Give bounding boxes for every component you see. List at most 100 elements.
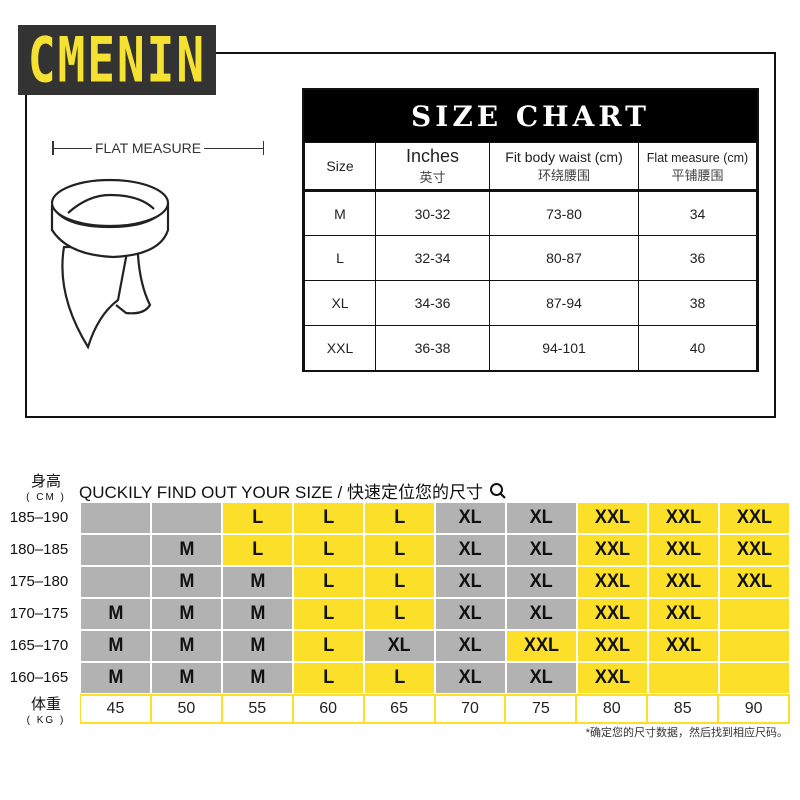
weight-row: 45 50 55 60 65 70 75 80 85 90	[80, 694, 790, 724]
size-cell	[80, 534, 151, 566]
finder-row: 175–180 M M L L XL XL XXL XXL XXL	[10, 566, 790, 598]
size-chart: SIZE CHART Size Inches 英寸 Fit body waist …	[302, 88, 759, 372]
size-cell: XL	[435, 566, 506, 598]
table-cell: 38	[638, 280, 757, 326]
finder-row: 160–165 M M M L L XL XL XXL	[10, 662, 790, 694]
size-finder-grid: 185–190 L L L XL XL XXL XXL XXL 180–185 M L L L XL XL XX…	[10, 502, 790, 724]
size-cell: L	[222, 502, 293, 534]
size-cell: XL	[435, 630, 506, 662]
table-cell: 80-87	[489, 235, 639, 281]
finder-row: 185–190 L L L XL XL XXL XXL XXL	[10, 502, 790, 534]
height-range-label: 165–170	[9, 637, 69, 654]
size-cell: L	[364, 534, 435, 566]
table-row: XXL 36-38 94-101 40	[304, 325, 757, 371]
size-cell: L	[293, 534, 364, 566]
header-size: Size	[304, 142, 376, 192]
table-cell: XL	[304, 280, 376, 326]
size-cell: M	[151, 566, 222, 598]
size-cell: L	[364, 502, 435, 534]
size-cell: XXL	[577, 534, 648, 566]
size-cell: XXL	[577, 662, 648, 694]
height-axis-label: 身高( CM )	[26, 473, 66, 504]
weight-cell: 75	[506, 696, 576, 722]
finder-title-text: QUCKILY FIND OUT YOUR SIZE / 快速定位您的尺寸	[79, 483, 483, 502]
size-cell: L	[293, 502, 364, 534]
table-cell: 34	[638, 190, 757, 236]
size-cell: XL	[435, 534, 506, 566]
table-cell: 36-38	[375, 325, 490, 371]
size-chart-title: SIZE CHART	[411, 99, 650, 133]
weight-cell: 45	[81, 696, 150, 722]
weight-cell: 60	[293, 696, 363, 722]
size-cell: L	[293, 662, 364, 694]
weight-cell: 90	[719, 696, 789, 722]
height-range-label: 160–165	[9, 669, 69, 686]
size-cell	[719, 630, 790, 662]
size-cell: L	[364, 566, 435, 598]
size-cell: XXL	[577, 566, 648, 598]
size-cell	[80, 502, 151, 534]
header-flat-measure: Flat measure (cm) 平铺腰围	[638, 142, 757, 192]
size-cell: L	[222, 534, 293, 566]
height-range-label: 175–180	[9, 573, 69, 590]
size-cell: XL	[506, 534, 577, 566]
size-cell: XL	[506, 598, 577, 630]
size-cell: XXL	[719, 566, 790, 598]
product-illustration	[50, 178, 170, 350]
table-cell: 30-32	[375, 190, 490, 236]
header-inches: Inches 英寸	[375, 142, 490, 192]
size-cell: XL	[435, 598, 506, 630]
size-cell: M	[151, 630, 222, 662]
size-cell	[719, 598, 790, 630]
table-cell: 34-36	[375, 280, 490, 326]
size-cell: XXL	[577, 598, 648, 630]
height-range-label: 185–190	[9, 509, 69, 526]
size-cell	[719, 662, 790, 694]
table-cell: L	[304, 235, 376, 281]
table-row: M 30-32 73-80 34	[304, 190, 757, 236]
size-cell: XL	[435, 662, 506, 694]
footnote: *确定您的尺寸数据，然后找到相应尺码。	[585, 727, 788, 739]
height-range-label: 180–185	[9, 541, 69, 558]
size-cell: XXL	[648, 534, 719, 566]
size-cell: M	[80, 662, 151, 694]
table-cell: 40	[638, 325, 757, 371]
size-cell: XL	[506, 662, 577, 694]
table-cell: 87-94	[489, 280, 639, 326]
table-row: L 32-34 80-87 36	[304, 235, 757, 281]
size-cell: XXL	[648, 598, 719, 630]
size-chart-table: Size Inches 英寸 Fit body waist (cm) 环绕腰围 Fl…	[304, 142, 757, 371]
size-cell: L	[293, 566, 364, 598]
table-header-row: Size Inches 英寸 Fit body waist (cm) 环绕腰围 Fl…	[304, 142, 757, 192]
weight-cell: 50	[151, 696, 221, 722]
size-cell: M	[222, 566, 293, 598]
table-cell: 94-101	[489, 325, 639, 371]
size-cell: XL	[435, 502, 506, 534]
size-cell: M	[151, 662, 222, 694]
size-cell	[151, 502, 222, 534]
size-cell: XXL	[648, 502, 719, 534]
finder-row: 180–185 M L L L XL XL XXL XXL XXL	[10, 534, 790, 566]
size-cell: XL	[506, 566, 577, 598]
flat-measure-label: FLAT MEASURE	[95, 140, 202, 156]
flat-measure-indicator: FLAT MEASURE	[52, 138, 264, 158]
size-cell: M	[151, 534, 222, 566]
size-cell: XXL	[648, 566, 719, 598]
height-range-label: 170–175	[9, 605, 69, 622]
table-cell: XXL	[304, 325, 376, 371]
header-fit-body-waist: Fit body waist (cm) 环绕腰围	[489, 142, 639, 192]
size-cell: L	[293, 598, 364, 630]
size-cell: XL	[364, 630, 435, 662]
logo-text: CMENIN	[27, 23, 207, 97]
size-cell: L	[364, 598, 435, 630]
size-cell: XXL	[719, 534, 790, 566]
size-cell: L	[293, 630, 364, 662]
size-cell: XXL	[506, 630, 577, 662]
size-cell: M	[151, 598, 222, 630]
size-cell	[80, 566, 151, 598]
weight-cell: 55	[222, 696, 292, 722]
size-cell: XXL	[577, 502, 648, 534]
size-cell: L	[364, 662, 435, 694]
weight-cell: 70	[435, 696, 505, 722]
finder-row: 165–170 M M M L XL XL XXL XXL XXL	[10, 630, 790, 662]
